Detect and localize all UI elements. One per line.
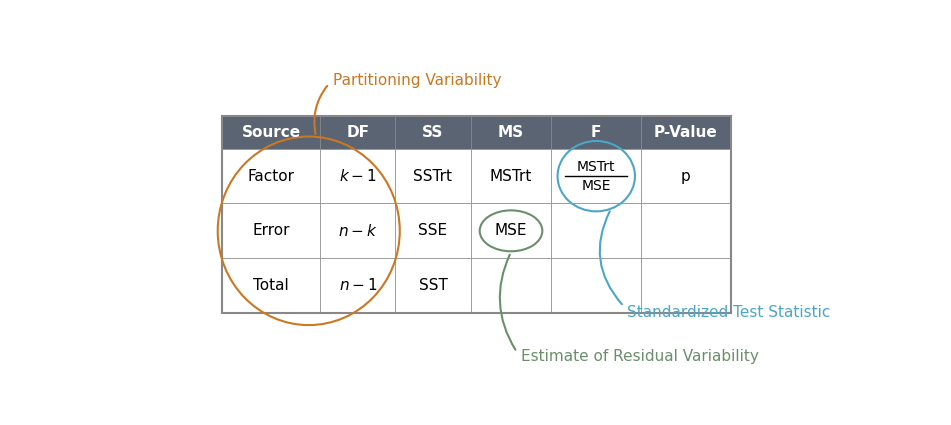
Text: MSE: MSE xyxy=(495,223,527,238)
Text: MSE: MSE xyxy=(581,179,611,193)
Bar xyxy=(223,116,730,313)
Text: $n-1$: $n-1$ xyxy=(339,278,378,294)
Bar xyxy=(552,204,641,258)
Bar xyxy=(471,258,552,313)
Text: SSTrt: SSTrt xyxy=(414,169,453,184)
Text: Estimate of Residual Variability: Estimate of Residual Variability xyxy=(520,349,759,365)
Text: p: p xyxy=(681,169,690,184)
Bar xyxy=(396,116,471,149)
Text: $k-1$: $k-1$ xyxy=(339,168,377,184)
FancyArrowPatch shape xyxy=(315,86,327,134)
Bar xyxy=(641,258,730,313)
Bar xyxy=(223,204,320,258)
FancyArrowPatch shape xyxy=(600,211,622,304)
Bar xyxy=(471,116,552,149)
Text: F: F xyxy=(592,125,601,140)
Bar xyxy=(641,204,730,258)
Bar xyxy=(552,258,641,313)
Bar xyxy=(396,204,471,258)
Bar xyxy=(471,204,552,258)
FancyArrowPatch shape xyxy=(500,255,515,350)
Bar xyxy=(641,149,730,204)
Text: Standardized Test Statistic: Standardized Test Statistic xyxy=(628,305,831,320)
Bar xyxy=(223,258,320,313)
Bar xyxy=(552,116,641,149)
Bar xyxy=(320,149,396,204)
Bar xyxy=(320,116,396,149)
Text: SST: SST xyxy=(418,278,447,293)
Bar xyxy=(320,204,396,258)
Bar xyxy=(396,258,471,313)
Text: Total: Total xyxy=(253,278,289,293)
Text: MSTrt: MSTrt xyxy=(577,160,615,174)
Bar xyxy=(641,116,730,149)
Text: $n-k$: $n-k$ xyxy=(338,223,378,239)
Bar xyxy=(471,149,552,204)
Text: MSTrt: MSTrt xyxy=(490,169,533,184)
Text: Factor: Factor xyxy=(247,169,295,184)
Bar xyxy=(396,149,471,204)
Bar xyxy=(320,258,396,313)
Text: Partitioning Variability: Partitioning Variability xyxy=(333,73,501,88)
Text: MS: MS xyxy=(498,125,524,140)
Bar xyxy=(223,149,320,204)
Text: Error: Error xyxy=(252,223,290,238)
Text: P-Value: P-Value xyxy=(654,125,718,140)
Text: Source: Source xyxy=(242,125,301,140)
Text: DF: DF xyxy=(346,125,369,140)
Text: SS: SS xyxy=(422,125,444,140)
Bar xyxy=(223,116,320,149)
Text: SSE: SSE xyxy=(418,223,448,238)
Bar xyxy=(552,149,641,204)
